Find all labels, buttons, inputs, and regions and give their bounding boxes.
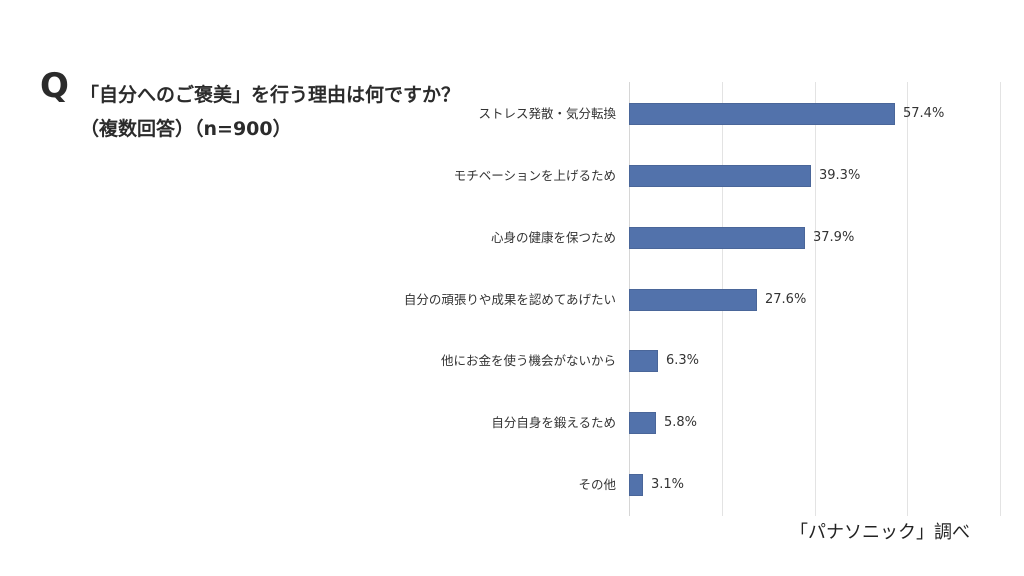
source-credit: 「パナソニック」調べ	[790, 522, 970, 543]
bar	[629, 227, 805, 249]
bar	[629, 412, 656, 434]
gridline	[907, 82, 908, 516]
category-label: 自分自身を鍛えるため	[491, 415, 616, 430]
gridline	[1000, 82, 1001, 516]
category-label: その他	[578, 477, 616, 492]
bar	[629, 165, 811, 187]
bar	[629, 289, 757, 311]
value-label: 57.4%	[903, 106, 945, 121]
bar-row: 自分自身を鍛えるため 5.8%	[0, 412, 1024, 434]
bar-row: その他 3.1%	[0, 474, 1024, 496]
value-label: 27.6%	[765, 292, 807, 307]
bar	[629, 350, 658, 372]
category-label: 心身の健康を保つため	[490, 230, 616, 245]
value-label: 5.8%	[664, 415, 698, 430]
value-label: 37.9%	[813, 230, 855, 245]
bar	[629, 103, 895, 125]
question-mark-label: Q	[40, 66, 69, 106]
bar-row: 自分の頑張りや成果を認めてあげたい 27.6%	[0, 289, 1024, 311]
category-label: 自分の頑張りや成果を認めてあげたい	[403, 292, 616, 307]
value-label: 3.1%	[651, 477, 685, 492]
category-label: モチベーションを上げるため	[453, 168, 616, 183]
bar-row: ストレス発散・気分転換 57.4%	[0, 103, 1024, 125]
bar-row: モチベーションを上げるため 39.3%	[0, 165, 1024, 187]
category-label: ストレス発散・気分転換	[478, 106, 616, 121]
bar-row: 他にお金を使う機会がないから 6.3%	[0, 350, 1024, 372]
bar	[629, 474, 643, 496]
value-label: 39.3%	[819, 168, 861, 183]
category-label: 他にお金を使う機会がないから	[440, 353, 616, 368]
question-title: 「自分へのご褒美」を行う理由は何ですか？	[80, 84, 461, 106]
question-subtitle: （複数回答）（n=900）	[80, 118, 292, 140]
value-label: 6.3%	[666, 353, 700, 368]
bar-row: 心身の健康を保つため 37.9%	[0, 227, 1024, 249]
gridline	[815, 82, 816, 516]
